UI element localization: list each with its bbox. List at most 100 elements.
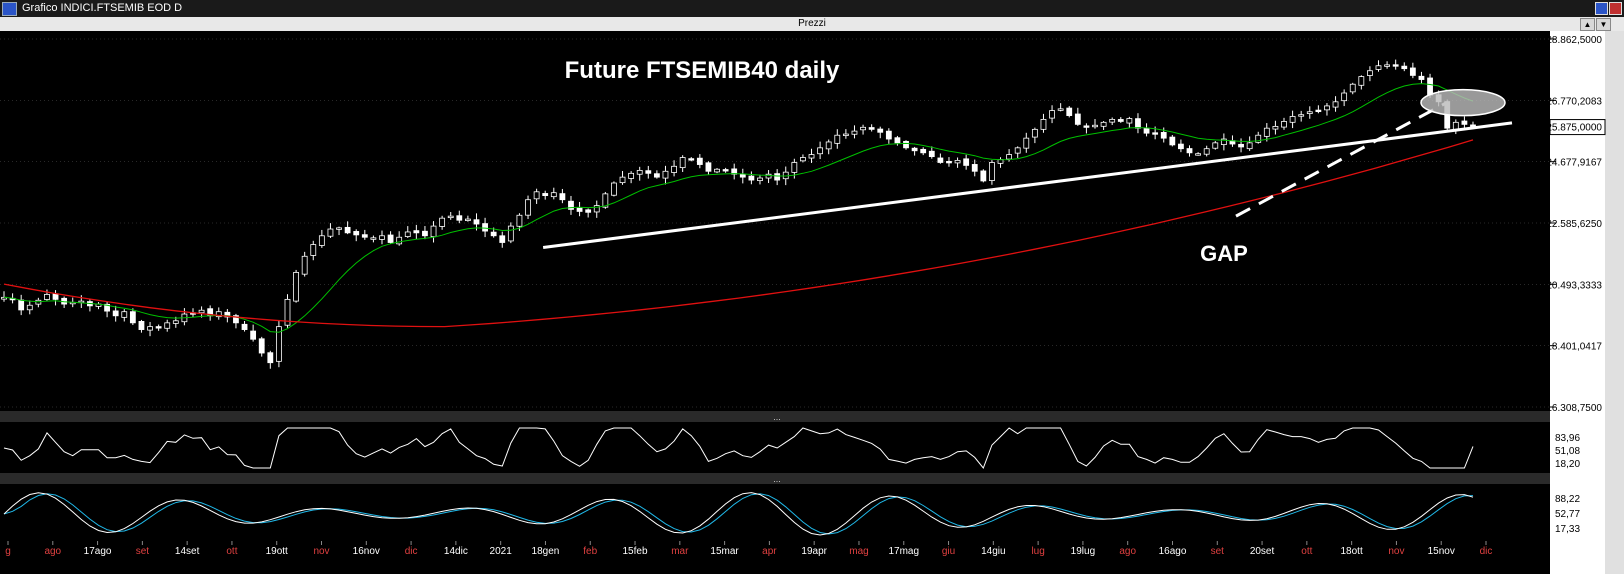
candle-body <box>653 173 660 178</box>
candle-body <box>379 235 385 240</box>
candle-body <box>1169 136 1176 146</box>
date-tick-label: 19apr <box>801 546 827 557</box>
candle-body <box>877 128 884 133</box>
candle-body <box>310 244 317 256</box>
price-tick-label: 22.585,6250 <box>1546 219 1602 230</box>
candle-body <box>739 174 746 178</box>
candle-body <box>576 207 583 212</box>
candle-body <box>1332 101 1339 108</box>
candle-body <box>628 172 635 179</box>
candle-body <box>971 164 978 172</box>
candle-body <box>533 191 540 200</box>
candle-body <box>482 223 488 232</box>
panel-separator[interactable] <box>0 411 1550 422</box>
candle-body <box>1409 67 1416 76</box>
candle-body <box>585 209 592 213</box>
close-icon[interactable] <box>1609 2 1622 15</box>
candle-body <box>1074 113 1081 125</box>
date-tick-label: 18ott <box>1341 546 1363 557</box>
candle-body <box>868 127 875 130</box>
candle-body <box>834 134 841 144</box>
candle-body <box>1040 118 1047 130</box>
candle-body <box>344 226 351 234</box>
price-tick-label: 26.770,2083 <box>1546 96 1602 107</box>
date-axis <box>0 541 1550 557</box>
restore-icon[interactable] <box>1595 2 1608 15</box>
candle-body <box>568 200 574 210</box>
stochastic-tick-label: 17,33 <box>1555 524 1580 535</box>
candle-body <box>1152 132 1159 135</box>
candle-body <box>636 169 643 175</box>
candle-body <box>267 352 274 364</box>
date-tick-label: mar <box>671 546 689 557</box>
date-tick-label: 18gen <box>532 546 560 557</box>
stochastic-tick-label: 88,22 <box>1555 494 1580 505</box>
candle-body <box>1203 148 1210 155</box>
candle-body <box>1358 76 1365 86</box>
date-tick-label: 20set <box>1250 546 1275 557</box>
candle-body <box>224 311 231 318</box>
triangle-up-icon[interactable]: ▲ <box>1580 18 1595 31</box>
date-tick-label: g <box>5 546 11 557</box>
candle-body <box>147 326 153 331</box>
date-tick-label: feb <box>583 546 597 557</box>
candle-body <box>516 214 523 227</box>
date-tick-label: 2021 <box>490 546 513 557</box>
chart-title: Future FTSEMIB40 daily <box>565 57 840 84</box>
candle-body <box>396 236 403 245</box>
date-tick-label: 14giu <box>981 546 1005 557</box>
gap-highlight-ellipse <box>1420 88 1506 117</box>
price-chart[interactable]: Future FTSEMIB40 daily GAP 28.862,5000 26… <box>0 31 1624 574</box>
candlestick-series <box>1 59 1476 369</box>
candle-body <box>293 272 299 302</box>
candle-body <box>722 169 729 172</box>
candle-body <box>258 338 265 354</box>
price-axis-ticks: 28.862,5000 26.770,2083 24.677,9167 22.585,… <box>1546 35 1602 414</box>
oscillator-line <box>3 427 1474 469</box>
candle-body <box>825 141 832 150</box>
panel-separator[interactable] <box>0 473 1550 484</box>
candle-body <box>696 157 703 165</box>
candle-body <box>714 168 720 173</box>
candle-body <box>1375 65 1382 70</box>
oscillator-axis-panel <box>1550 422 1605 473</box>
candle-body <box>894 137 901 144</box>
chart-app-icon[interactable] <box>2 2 17 16</box>
candle-body <box>800 157 806 162</box>
candle-body <box>1186 148 1193 154</box>
support-trendline <box>542 121 1513 249</box>
candle-body <box>963 158 970 166</box>
candle-body <box>1212 142 1219 149</box>
candle-body <box>1117 119 1124 122</box>
candle-body <box>1324 105 1330 111</box>
candle-body <box>920 148 927 154</box>
date-tick-label: apr <box>762 546 777 557</box>
panel-label: Prezzi <box>798 18 826 29</box>
candle-body <box>1014 147 1021 154</box>
candle-body <box>1135 118 1141 129</box>
candle-body <box>430 225 437 238</box>
stochastic-d-line <box>3 493 1474 535</box>
last-price-box <box>1549 119 1606 136</box>
candle-body <box>1057 108 1064 111</box>
date-tick-label: ott <box>226 546 237 557</box>
candle-body <box>1031 128 1038 138</box>
candle-body <box>1195 153 1201 156</box>
candle-body <box>808 154 815 159</box>
candle-body <box>447 215 454 219</box>
candle-body <box>791 162 798 173</box>
candle-body <box>705 162 712 172</box>
date-tick-label: mag <box>849 546 868 557</box>
scrollbar[interactable] <box>1605 31 1624 574</box>
triangle-down-icon[interactable]: ▼ <box>1596 18 1611 31</box>
candle-body <box>172 320 179 324</box>
date-tick-label: 15feb <box>623 546 648 557</box>
candle-body <box>619 176 626 184</box>
candle-body <box>353 231 360 236</box>
candle-body <box>542 193 549 197</box>
candle-body <box>671 165 677 173</box>
candle-body <box>980 170 987 182</box>
candle-body <box>757 177 763 182</box>
date-tick-label: 16ago <box>1159 546 1187 557</box>
candle-body <box>439 217 446 227</box>
